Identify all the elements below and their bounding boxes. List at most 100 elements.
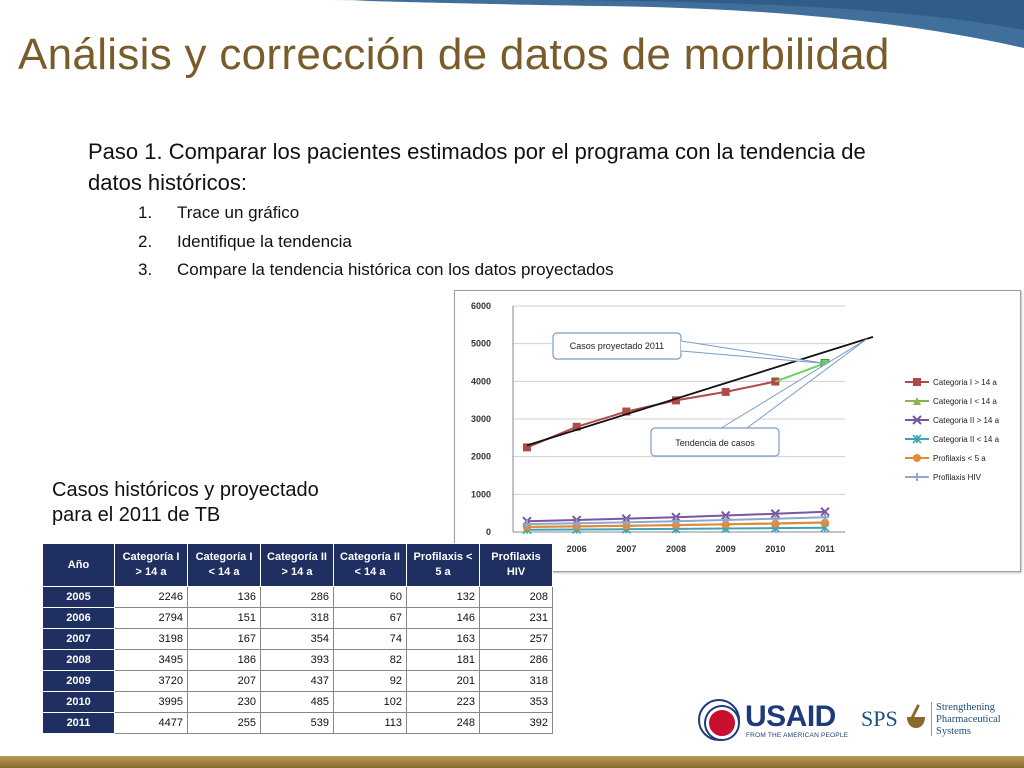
table-year-cell: 2007 [42,628,115,650]
chart-frame: 0100020003000400050006000200520062007200… [454,290,1021,572]
data-point [821,518,829,527]
logos-area: USAID FROM THE AMERICAN PEOPLE SPS Stren… [698,696,1018,748]
table-row: 2010 3995 230 485 102 223 353 [42,691,553,713]
table-cell: 181 [406,649,480,671]
table-cell: 136 [187,586,261,608]
table-cell: 257 [479,628,553,650]
intro-text: Paso 1. Comparar los pacientes estimados… [88,139,866,195]
header-wave [329,0,1024,57]
table-body: 2005 2246 136 286 60 132 208 2006 2794 151 318 67 14… [42,586,553,734]
table-year-cell: 2009 [42,670,115,692]
callout-label: Tendencia de casos [675,438,755,448]
sps-logo-subtext: Strengthening Pharmaceutical Systems [936,702,1001,737]
usaid-tagline: FROM THE AMERICAN PEOPLE [746,732,849,739]
legend-marker [912,434,922,444]
table-cell: 74 [333,628,407,650]
steps-list: 1. Trace un gráfico 2. Identifique la tend… [138,200,614,286]
x-tick-label: 2006 [567,544,587,554]
table-cell: 60 [333,586,407,608]
x-tick-label: 2011 [815,544,835,554]
line-chart: 0100020003000400050006000200520062007200… [471,301,1000,554]
step-text: Trace un gráfico [177,203,300,222]
data-point [721,520,730,529]
legend-label: Categoria II < 14 a [933,435,1000,444]
table-cell: 67 [333,607,407,629]
x-tick-label: 2009 [716,544,736,554]
legend-marker [913,397,921,405]
legend-marker [913,378,921,386]
table-cell: 82 [333,649,407,671]
legend-marker [912,415,922,425]
logo-divider [931,702,932,736]
step-text: Compare la tendencia histórica con los d… [177,260,614,279]
data-point [572,422,581,431]
table-year-cell: 2008 [42,649,115,671]
y-tick-label: 2000 [471,452,491,462]
table-header-cell: Categoría I < 14 a [187,543,261,587]
data-point [721,387,730,396]
table-cell: 207 [187,670,261,692]
step-number: 1. [138,203,153,222]
table-cell: 539 [260,712,334,734]
table-cell: 353 [479,691,553,713]
legend-marker [913,454,921,462]
slide-title: Análisis y corrección de datos de morbil… [18,30,890,79]
table-cell: 4477 [114,712,188,734]
table-cell: 231 [479,607,553,629]
data-point [622,518,631,527]
data-point [671,512,681,522]
y-tick-label: 5000 [471,339,491,349]
table-header-cell: Categoría I > 14 a [114,543,188,587]
table-row: 2008 3495 186 393 82 181 286 [42,649,553,671]
mortar-pestle-icon [907,704,925,728]
y-tick-label: 3000 [471,414,491,424]
table-year-cell: 2011 [42,712,115,734]
x-tick-label: 2007 [616,544,636,554]
table-cell: 151 [187,607,261,629]
table-year-cell: 2006 [42,607,115,629]
usaid-seal-icon [698,699,740,741]
table-row: 2006 2794 151 318 67 146 231 [42,607,553,629]
step-number: 3. [138,260,153,279]
y-tick-label: 6000 [471,301,491,311]
table-header-row: Año Categoría I > 14 a Categoría I < 14 … [42,543,553,587]
data-point [721,516,730,525]
step-item: 1. Trace un gráfico [138,200,614,229]
table-cell: 485 [260,691,334,713]
table-cell: 318 [479,670,553,692]
table-cell: 163 [406,628,480,650]
data-point [720,510,731,521]
y-tick-label: 0 [486,527,491,537]
data-point [821,513,829,522]
data-point [672,396,680,405]
usaid-logo-text: USAID [745,700,836,733]
x-tick-label: 2008 [666,544,686,554]
callout-label: Casos proyectado 2011 [570,341,664,351]
table-cell: 102 [333,691,407,713]
table-cell: 132 [406,586,480,608]
table-header-cell: Categoría II > 14 a [260,543,334,587]
sps-logo-text: SPS [861,706,898,731]
table-cell: 3495 [114,649,188,671]
table-header-cell: Categoría II < 14 a [333,543,407,587]
callout-box [650,427,780,457]
cases-table: Año Categoría I > 14 a Categoría I < 14 … [42,543,553,734]
table-row: 2009 3720 207 437 92 201 318 [42,670,553,692]
data-point [770,509,781,519]
table-cell: 248 [406,712,480,734]
table-cell: 318 [260,607,334,629]
table-cell: 167 [187,628,261,650]
step-text: Identifique la tendencia [177,231,352,251]
data-point [820,506,830,517]
table-cell: 92 [333,670,407,692]
step-item: 2. Identifique la tendencia [138,229,614,258]
legend-label: Profilaxis < 5 a [933,454,986,463]
data-point [771,514,780,523]
table-row: 2007 3198 167 354 74 163 257 [42,628,553,650]
data-point [523,443,531,452]
table-cell: 201 [406,670,480,692]
table-cell: 255 [187,712,261,734]
table-cell: 286 [479,649,553,671]
table-year-cell: 2010 [42,691,115,713]
table-row: 2011 4477 255 539 113 248 392 [42,712,553,734]
